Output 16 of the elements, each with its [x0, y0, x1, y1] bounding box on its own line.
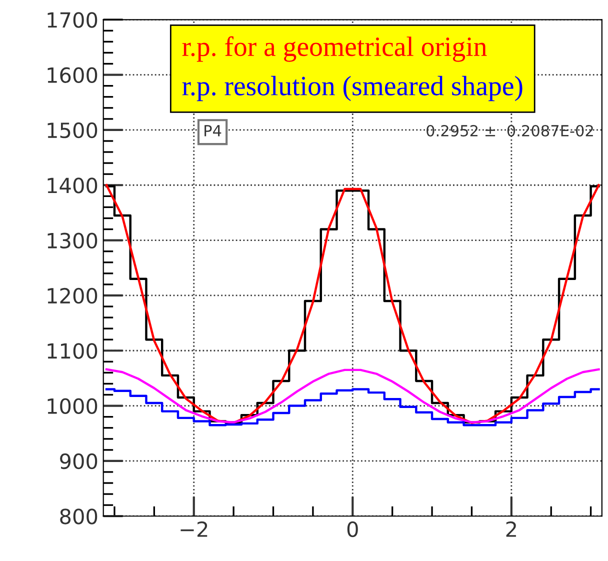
text: r.p. resolution (smeared shape) — [182, 76, 522, 102]
x-tick-label: 2 — [506, 521, 516, 537]
x-tick-label: 0 — [347, 521, 358, 538]
text: r.p. for a geometrical origin — [182, 36, 487, 62]
y-tick-label: 1700 — [48, 12, 98, 28]
y-tick-label: 800 — [60, 508, 98, 524]
y-tick-label: 1100 — [48, 343, 98, 359]
y-tick-label: 900 — [60, 453, 98, 470]
annotation: P4 — [204, 125, 222, 136]
y-tick-label: 1300 — [48, 232, 98, 249]
y-tick-label: 1400 — [48, 178, 98, 194]
y-tick-label: 1500 — [48, 122, 98, 138]
y-tick-label: 1600 — [48, 67, 98, 84]
y-tick-label: 1000 — [48, 398, 98, 414]
x-tick-label: −2 — [180, 521, 208, 537]
y-tick-label: 1200 — [48, 288, 98, 304]
